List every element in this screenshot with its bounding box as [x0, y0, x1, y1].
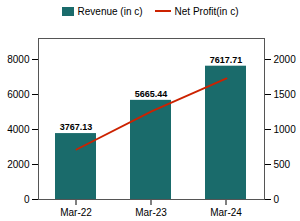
- svg-text:4000: 4000: [7, 124, 30, 135]
- svg-text:Mar-22: Mar-22: [60, 207, 92, 218]
- svg-text:8000: 8000: [7, 54, 30, 65]
- svg-text:6000: 6000: [7, 89, 30, 100]
- svg-text:1500: 1500: [274, 89, 297, 100]
- svg-text:5665.44: 5665.44: [135, 89, 168, 99]
- svg-text:3767.13: 3767.13: [60, 122, 93, 132]
- svg-text:2000: 2000: [274, 54, 297, 65]
- svg-text:2000: 2000: [7, 159, 30, 170]
- svg-text:500: 500: [274, 159, 291, 170]
- svg-text:0: 0: [24, 194, 30, 205]
- svg-text:7617.71: 7617.71: [210, 55, 243, 65]
- svg-text:0: 0: [274, 194, 280, 205]
- html-text:Revenue (in c): Revenue (in c): [77, 5, 143, 17]
- svg-text:1000: 1000: [274, 124, 297, 135]
- svg-text:Mar-24: Mar-24: [210, 207, 242, 218]
- svg-text:Mar-23: Mar-23: [135, 207, 167, 218]
- html-text:Net Profit(in c): Net Profit(in c): [174, 5, 239, 17]
